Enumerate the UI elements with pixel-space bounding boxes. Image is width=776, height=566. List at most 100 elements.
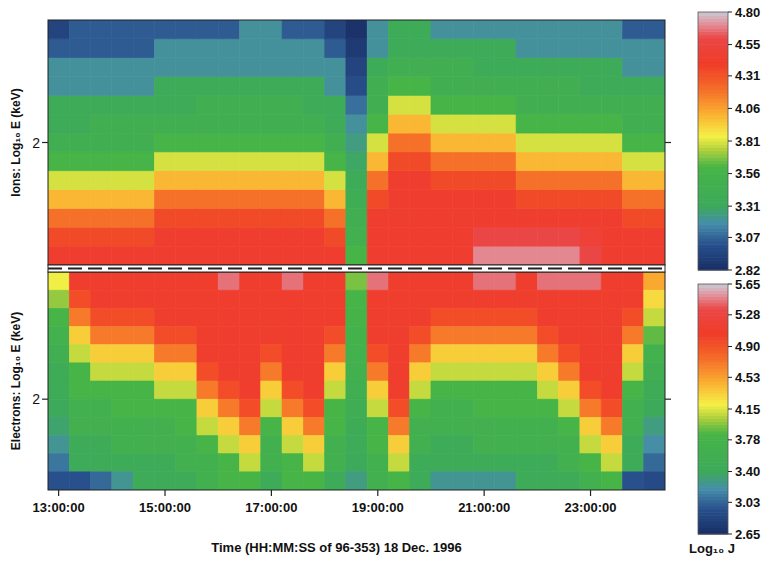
heatmap-cell — [303, 345, 324, 363]
heatmap-cell — [516, 39, 537, 58]
heatmap-cell — [410, 399, 431, 417]
heatmap-cell — [601, 246, 622, 265]
heatmap-cell — [176, 133, 197, 152]
heatmap-cell — [239, 171, 260, 190]
colorbar-tick — [728, 314, 732, 315]
heatmap-cell — [346, 77, 367, 96]
heatmap-cell — [218, 290, 239, 308]
heatmap-cell — [622, 190, 643, 209]
heatmap-cell — [644, 272, 665, 290]
heatmap-cell — [218, 399, 239, 417]
x-tick — [58, 490, 59, 496]
y-tick — [42, 142, 48, 143]
heatmap-cell — [388, 472, 409, 490]
heatmap-cell — [495, 190, 516, 209]
heatmap-cell — [367, 272, 388, 290]
heatmap-cell — [601, 308, 622, 326]
heatmap-cell — [91, 152, 112, 171]
heatmap-cell — [388, 227, 409, 246]
heatmap-cell — [622, 77, 643, 96]
heatmap-cell — [239, 272, 260, 290]
heatmap-cell — [410, 327, 431, 345]
heatmap-cell — [239, 77, 260, 96]
heatmap-cell — [367, 152, 388, 171]
heatmap-cell — [48, 133, 69, 152]
heatmap-cell — [176, 436, 197, 454]
heatmap-cell — [218, 95, 239, 114]
heatmap-cell — [516, 472, 537, 490]
heatmap-cell — [622, 133, 643, 152]
heatmap-cell — [410, 246, 431, 265]
heatmap-cell — [410, 308, 431, 326]
heatmap-cell — [239, 345, 260, 363]
heatmap-cell — [495, 152, 516, 171]
heatmap-cell — [452, 20, 473, 39]
heatmap-cell — [325, 290, 346, 308]
heatmap-cell — [176, 345, 197, 363]
heatmap-cell — [303, 227, 324, 246]
heatmap-cell — [48, 58, 69, 77]
heatmap-cell — [537, 272, 558, 290]
heatmap-cell — [559, 290, 580, 308]
heatmap-cell — [133, 290, 154, 308]
heatmap-cell — [495, 399, 516, 417]
heatmap-cell — [388, 399, 409, 417]
heatmap-cell — [644, 417, 665, 435]
heatmap-cell — [431, 77, 452, 96]
heatmap-cell — [622, 454, 643, 472]
heatmap-cell — [133, 363, 154, 381]
heatmap-cell — [537, 363, 558, 381]
heatmap-cell — [474, 327, 495, 345]
heatmap-cell — [112, 399, 133, 417]
heatmap-cell — [388, 417, 409, 435]
heatmap-cell — [325, 454, 346, 472]
heatmap-cell — [154, 133, 175, 152]
colorbar-tick — [728, 409, 732, 410]
heatmap-cell — [601, 133, 622, 152]
heatmap-cell — [516, 399, 537, 417]
heatmap-cell — [644, 436, 665, 454]
colorbar-tick — [728, 377, 732, 378]
heatmap-cell — [622, 272, 643, 290]
heatmap-cell — [495, 345, 516, 363]
colorbar-tick-label: 3.56 — [735, 166, 760, 181]
heatmap-cell — [112, 95, 133, 114]
heatmap-cell — [325, 381, 346, 399]
heatmap-cell — [112, 363, 133, 381]
heatmap-cell — [325, 58, 346, 77]
heatmap-cell — [197, 290, 218, 308]
heatmap-cell — [325, 190, 346, 209]
heatmap-cell — [559, 381, 580, 399]
heatmap-cell — [580, 363, 601, 381]
heatmap-cell — [495, 58, 516, 77]
heatmap-cell — [516, 152, 537, 171]
heatmap-cell — [282, 363, 303, 381]
heatmap-cell — [580, 152, 601, 171]
heatmap-cell — [197, 39, 218, 58]
colorbar-tick — [728, 141, 732, 142]
heatmap-cell — [559, 171, 580, 190]
colorbar-tick — [728, 346, 732, 347]
heatmap-cell — [367, 308, 388, 326]
heatmap-cell — [91, 208, 112, 227]
heatmap-cell — [346, 472, 367, 490]
heatmap-cell — [452, 208, 473, 227]
heatmap-cell — [580, 290, 601, 308]
heatmap-cell — [69, 95, 90, 114]
heatmap-cell — [218, 114, 239, 133]
heatmap-cell — [176, 272, 197, 290]
heatmap-cell — [516, 381, 537, 399]
heatmap-cell — [516, 77, 537, 96]
heatmap-cell — [559, 133, 580, 152]
heatmap-cell — [261, 327, 282, 345]
heatmap-cell — [559, 327, 580, 345]
heatmap-cell — [91, 20, 112, 39]
heatmap-cell — [410, 454, 431, 472]
heatmap-cell — [559, 246, 580, 265]
heatmap-cell — [580, 227, 601, 246]
heatmap-cell — [176, 114, 197, 133]
heatmap-cell — [133, 77, 154, 96]
heatmap-cell — [346, 308, 367, 326]
heatmap-cell — [367, 208, 388, 227]
heatmap-cell — [410, 436, 431, 454]
